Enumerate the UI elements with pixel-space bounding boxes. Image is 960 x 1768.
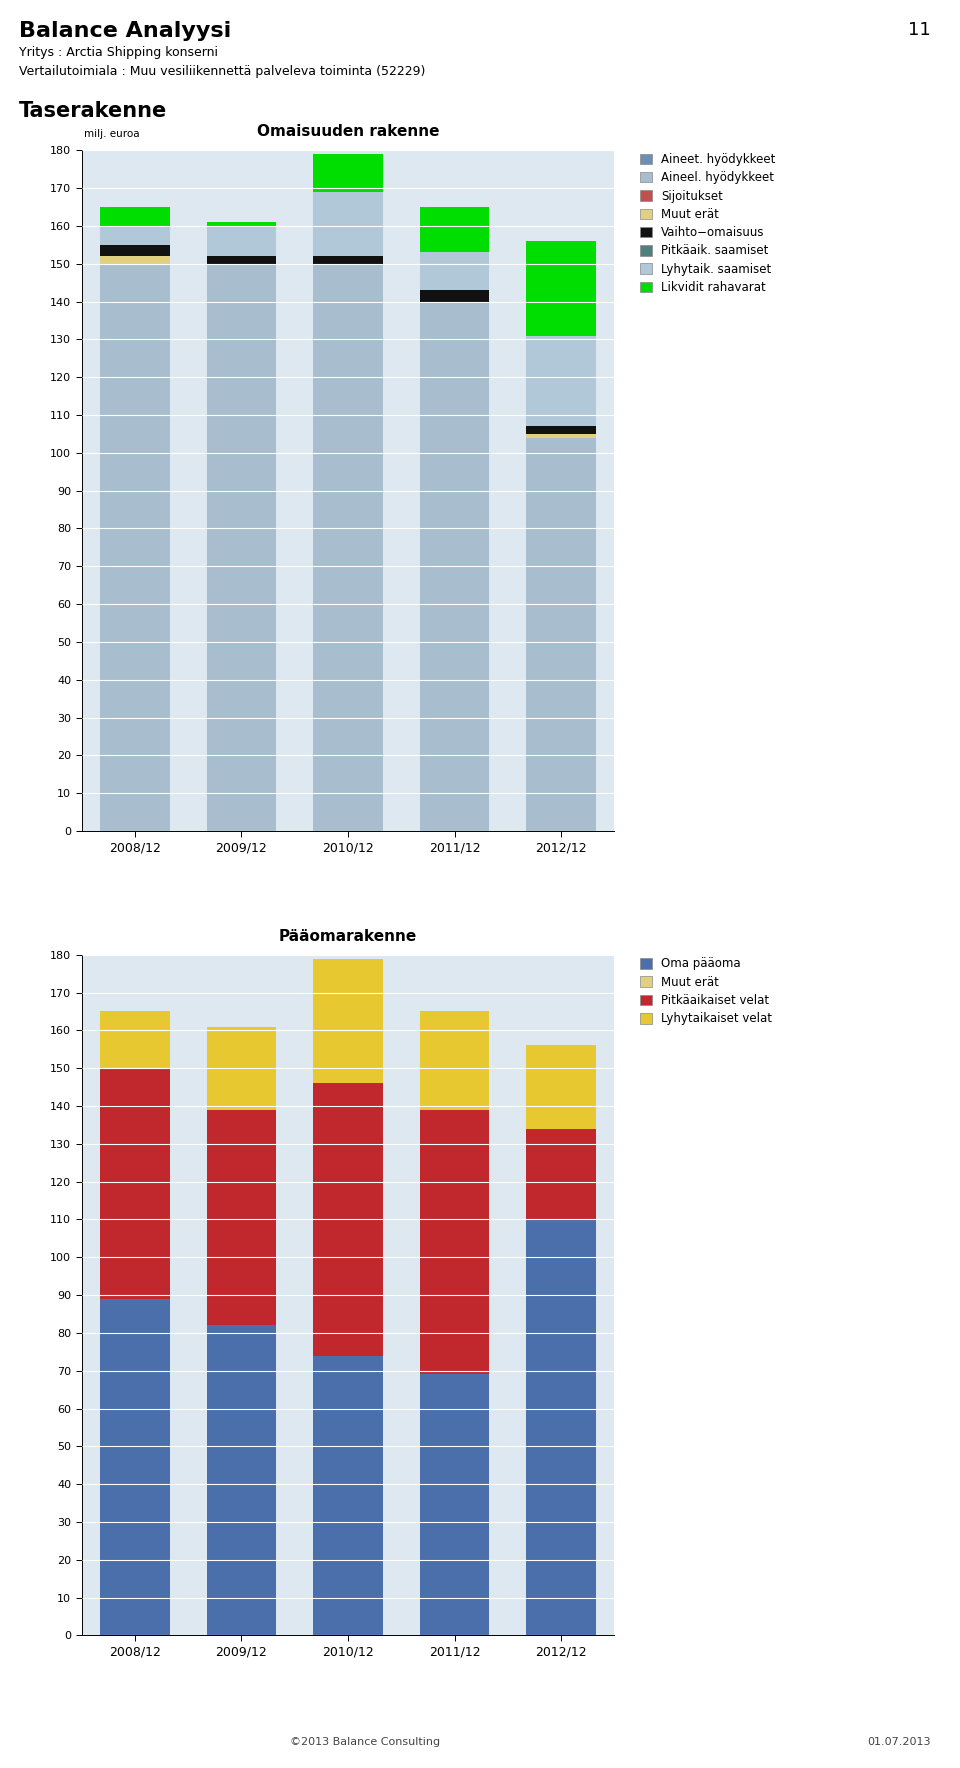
Bar [526,1128,596,1220]
Bar [526,1045,596,1128]
Bar [313,154,383,193]
Text: milj. euroa: milj. euroa [84,129,139,140]
Bar [206,256,276,263]
Bar [420,253,490,290]
Bar [420,207,490,253]
Bar [526,240,596,336]
Bar [420,302,490,831]
Bar [100,207,170,226]
Bar [100,256,170,263]
Bar [100,1011,170,1068]
Text: ©2013 Balance Consulting: ©2013 Balance Consulting [290,1736,440,1747]
Bar [526,336,596,426]
Bar [420,1110,490,1374]
Bar [526,1220,596,1635]
Bar [313,958,383,1084]
Legend: Oma pääoma, Muut erät, Pitkäaikaiset velat, Lyhytaikaiset velat: Oma pääoma, Muut erät, Pitkäaikaiset vel… [636,953,776,1029]
Bar [420,1011,490,1110]
Text: Vertailutoimiala : Muu vesiliikennettä palveleva toiminta (52229): Vertailutoimiala : Muu vesiliikennettä p… [19,65,425,78]
Bar [100,1068,170,1299]
Legend: Aineet. hyödykkeet, Aineel. hyödykkeet, Sijoitukset, Muut erät, Vaihto−omaisuus,: Aineet. hyödykkeet, Aineel. hyödykkeet, … [636,149,779,297]
Bar [420,1374,490,1635]
Bar [206,223,276,226]
Bar [206,1110,276,1326]
Bar [100,1299,170,1635]
Bar [526,426,596,433]
Bar [206,226,276,256]
Bar [206,263,276,831]
Bar [420,290,490,302]
Title: Pääomarakenne: Pääomarakenne [278,928,418,944]
Text: Balance Analyysi: Balance Analyysi [19,21,231,41]
Bar [100,263,170,831]
Text: 01.07.2013: 01.07.2013 [868,1736,931,1747]
Bar [206,1027,276,1110]
Bar [313,263,383,831]
Bar [313,1356,383,1635]
Bar [100,226,170,244]
Text: 11: 11 [908,21,931,39]
Bar [206,1326,276,1635]
Text: Taserakenne: Taserakenne [19,101,167,120]
Bar [313,193,383,256]
Bar [526,438,596,831]
Bar [313,256,383,263]
Bar [100,244,170,256]
Text: Yritys : Arctia Shipping konserni: Yritys : Arctia Shipping konserni [19,46,218,58]
Title: Omaisuuden rakenne: Omaisuuden rakenne [256,124,440,140]
Bar [313,1084,383,1356]
Bar [526,433,596,438]
